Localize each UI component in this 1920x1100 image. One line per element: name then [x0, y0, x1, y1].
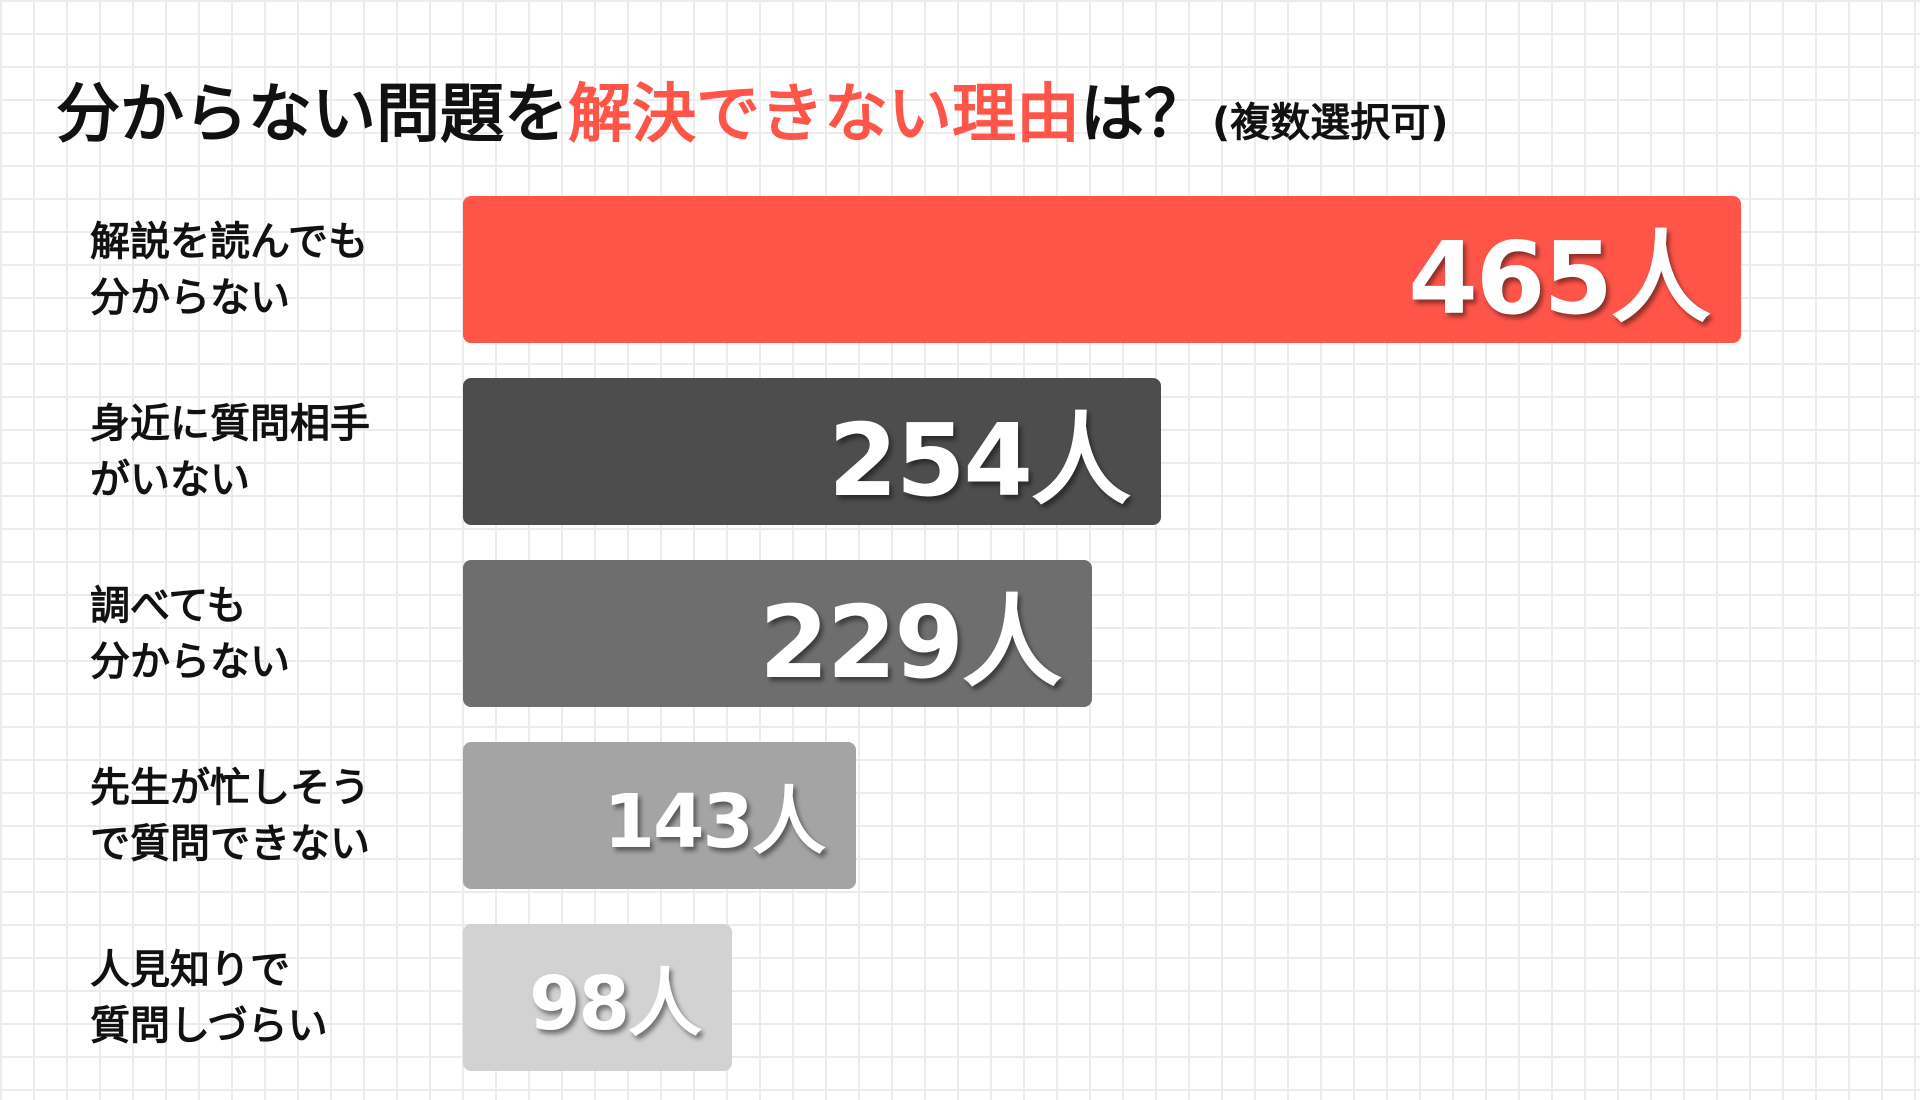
- bar-value-label-4: 143人: [603, 779, 826, 865]
- title-end: は？: [1080, 78, 1208, 152]
- category-label-5-line-2: 質問しづらい: [90, 1003, 328, 1049]
- bar-1: 465人: [463, 196, 1741, 343]
- category-label-4-line-2: で質問できない: [90, 821, 370, 867]
- bar-2: 254人: [463, 378, 1161, 525]
- title-main: 分からない問題を: [56, 78, 568, 152]
- bar-3: 229人: [463, 560, 1092, 707]
- category-label-2-line-1: 身近に質問相手: [90, 401, 370, 447]
- chart-title: 分からない問題を解決できない理由は？ (複数選択可): [56, 60, 1449, 170]
- category-label-2-line-2: がいない: [90, 457, 250, 503]
- bar-5: 98人: [463, 924, 732, 1071]
- title-accent: 解決できない理由: [568, 78, 1080, 152]
- bar-value-label-1: 465人: [1408, 220, 1711, 337]
- category-label-4-line-1: 先生が忙しそう: [90, 765, 370, 811]
- category-label-1-line-2: 分からない: [90, 275, 290, 321]
- category-label-3-line-2: 分からない: [90, 639, 290, 685]
- title-note: (複数選択可): [1212, 100, 1449, 146]
- bar-value-label-3: 229人: [759, 584, 1062, 701]
- bar-4: 143人: [463, 742, 856, 889]
- bar-value-label-2: 254人: [828, 402, 1131, 519]
- category-label-1: 解説を読んでも 分からない: [90, 214, 450, 326]
- category-label-3-line-1: 調べても: [90, 583, 247, 629]
- bar-value-label-5: 98人: [529, 961, 702, 1047]
- category-label-1-line-1: 解説を読んでも: [90, 219, 368, 265]
- category-label-5-line-1: 人見知りで: [90, 947, 290, 993]
- category-label-5: 人見知りで質問しづらい: [90, 942, 450, 1054]
- category-label-3: 調べても 分からない: [90, 578, 450, 690]
- category-label-2: 身近に質問相手 がいない: [90, 396, 450, 508]
- category-label-4: 先生が忙しそう で質問できない: [90, 760, 450, 872]
